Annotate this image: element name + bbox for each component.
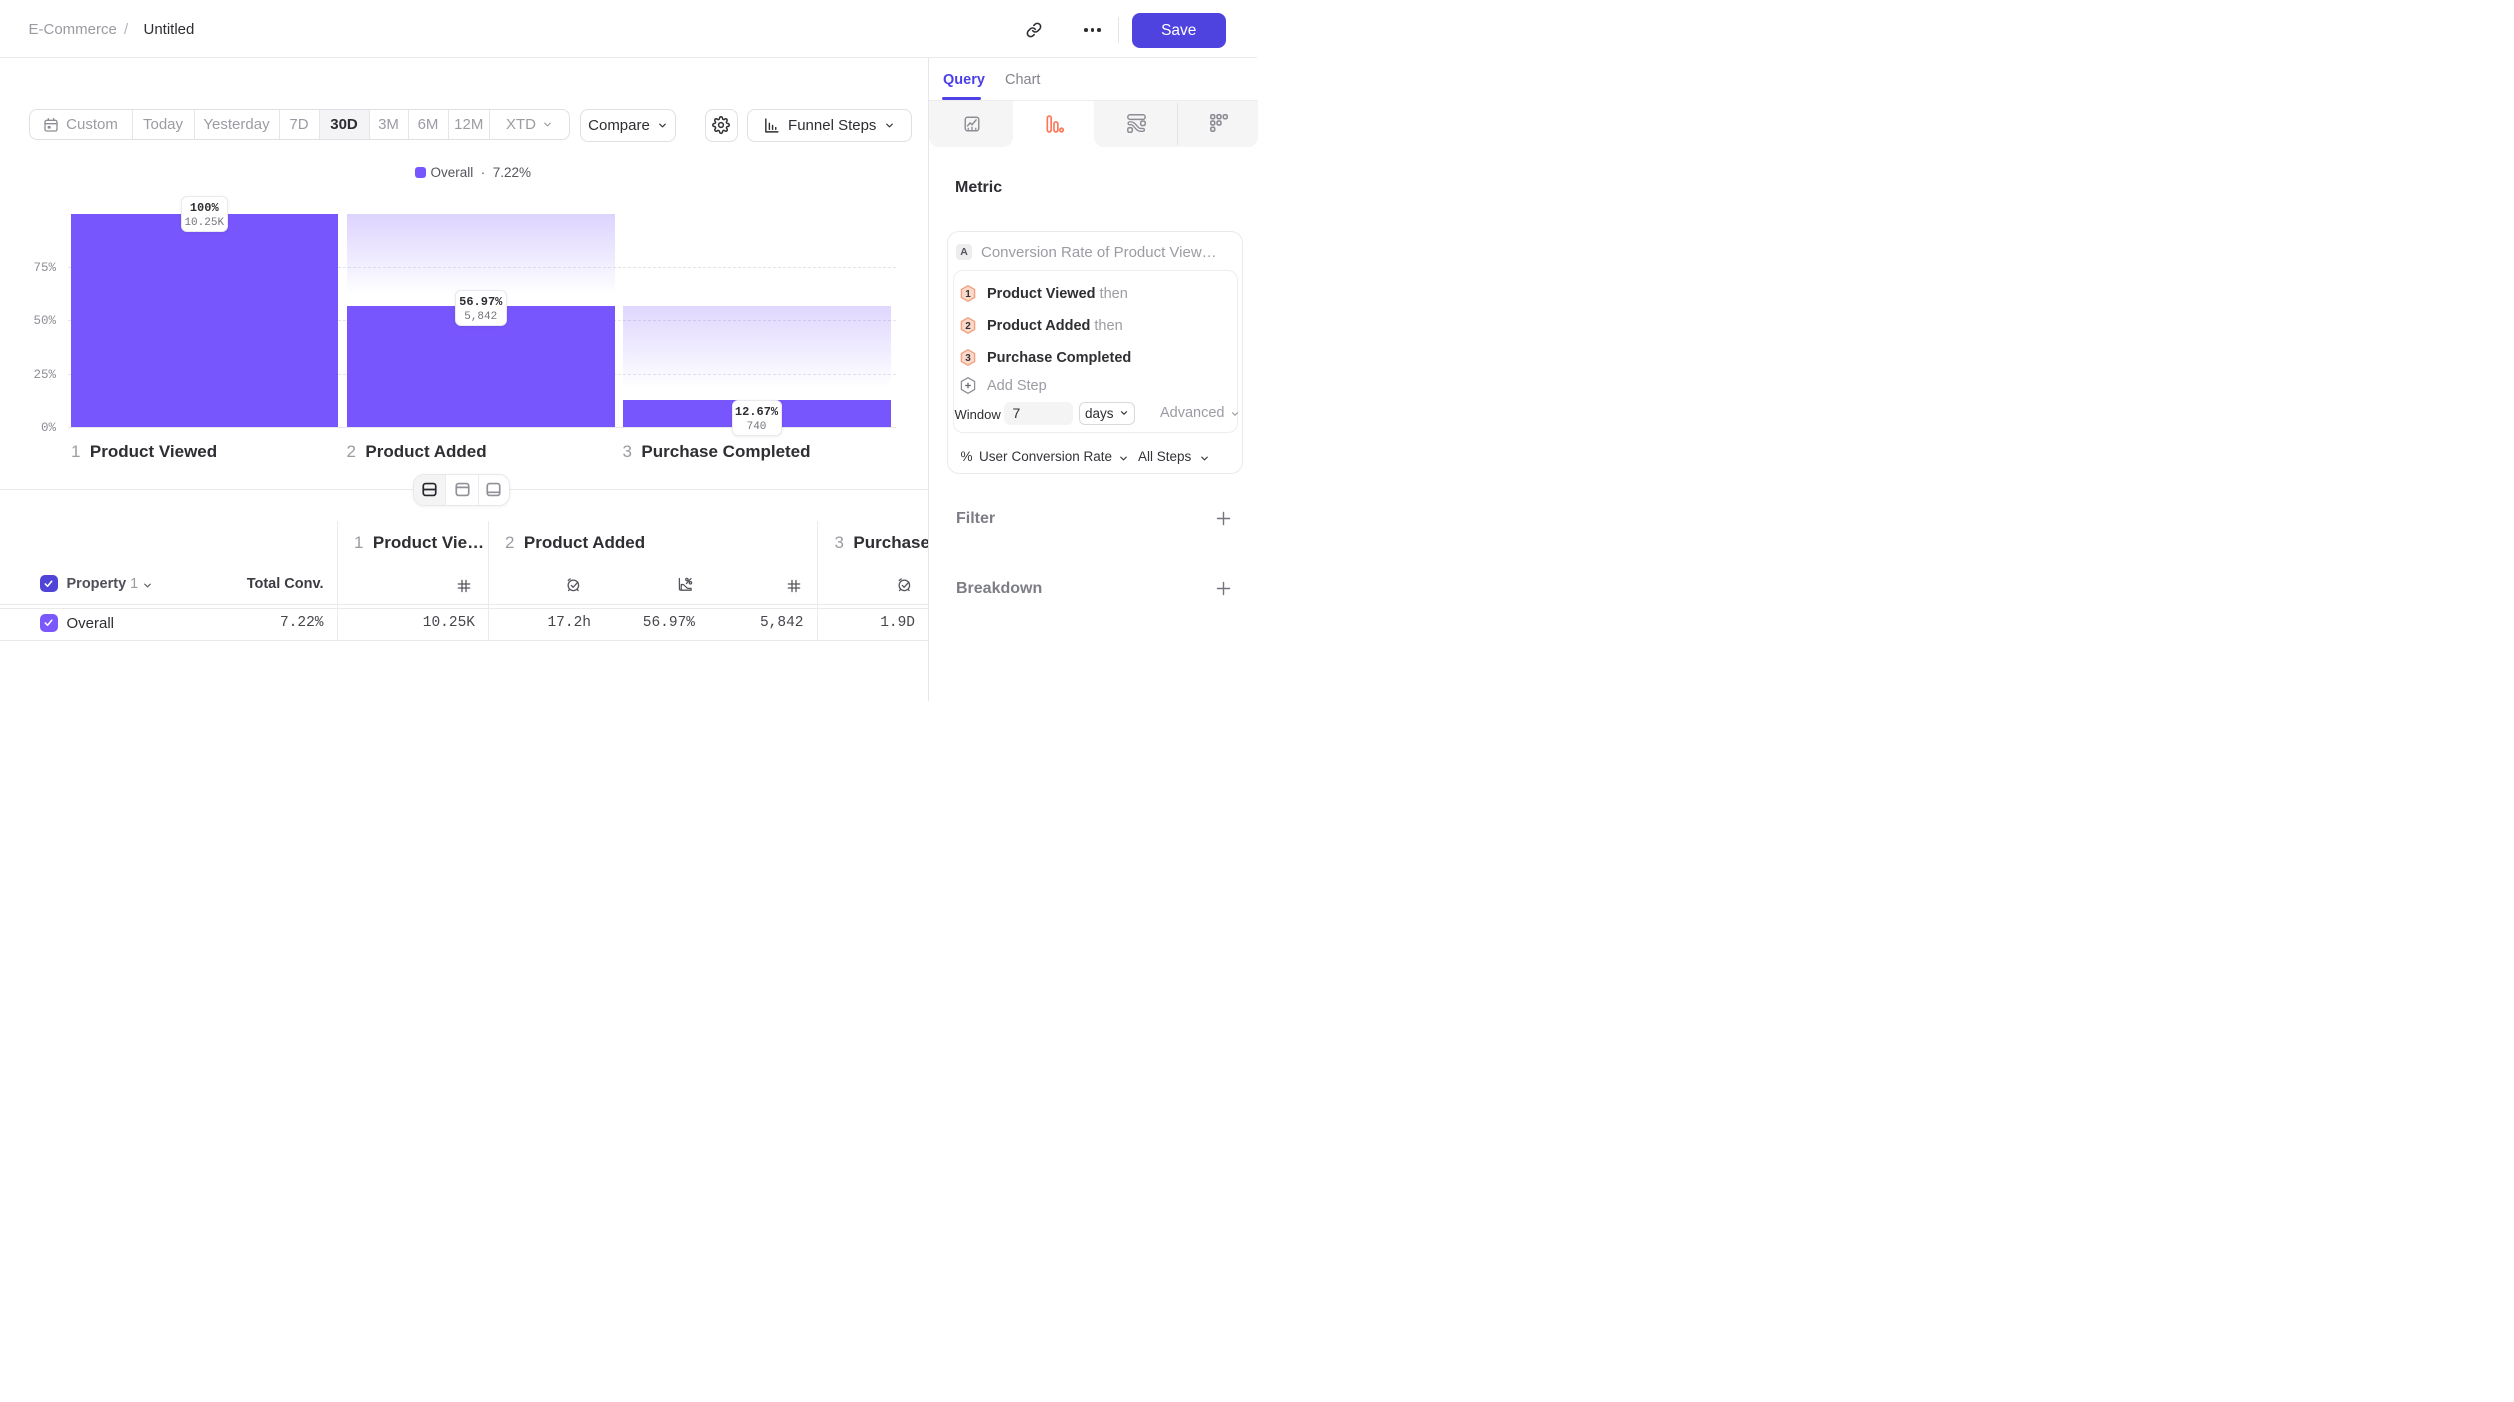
- svg-text:3: 3: [965, 353, 971, 364]
- svg-text:2: 2: [965, 321, 971, 332]
- svg-text:1: 1: [965, 289, 971, 300]
